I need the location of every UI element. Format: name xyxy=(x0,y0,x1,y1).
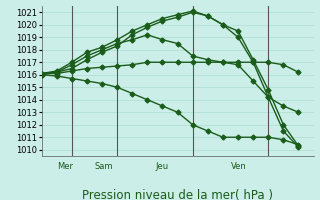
Text: Sam: Sam xyxy=(94,162,113,171)
Text: Pression niveau de la mer( hPa ): Pression niveau de la mer( hPa ) xyxy=(82,189,273,200)
Text: Mer: Mer xyxy=(57,162,73,171)
Text: Jeu: Jeu xyxy=(155,162,168,171)
Text: Ven: Ven xyxy=(230,162,246,171)
